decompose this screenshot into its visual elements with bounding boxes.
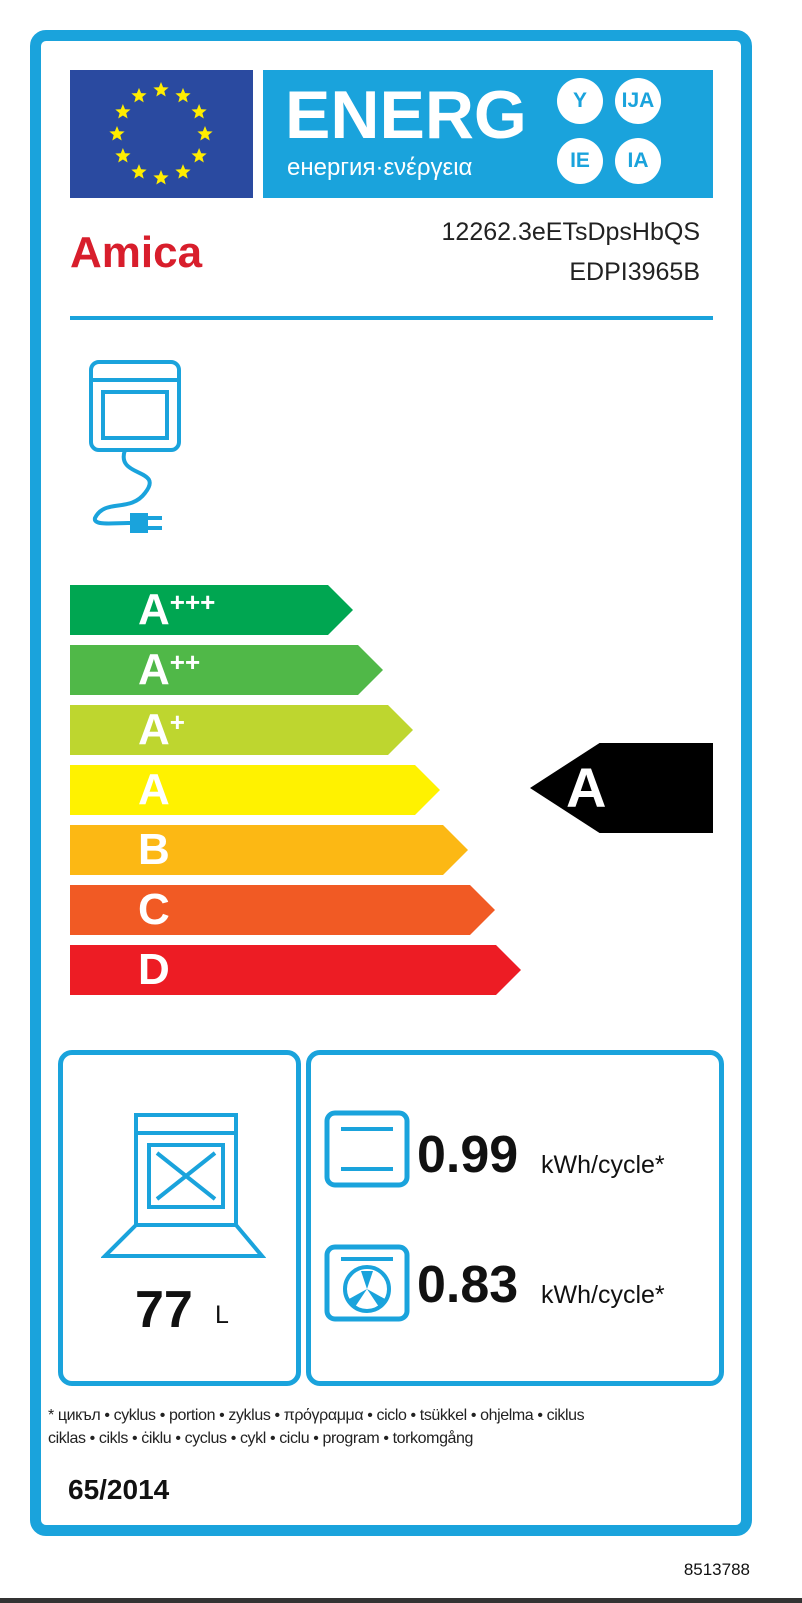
conventional-oven-icon — [324, 1110, 410, 1188]
volume-value: 77 — [135, 1281, 193, 1339]
oven-volume-icon — [101, 1113, 266, 1258]
star-icon — [197, 126, 213, 141]
footnote-line: ciklas • cikls • ċiklu • cyclus • cykl •… — [48, 1430, 474, 1447]
footnote-line: * цикъл • cyklus • portion • zyklus • πρ… — [48, 1407, 585, 1424]
star-icon — [115, 104, 131, 119]
efficiency-bar: A+ — [70, 705, 413, 755]
energy-subtitle: енергия·ενέργεια — [287, 154, 473, 181]
bar-label: A — [138, 705, 170, 754]
volume-box: 77 L — [58, 1050, 301, 1386]
fan-consumption-unit: kWh/cycle* — [541, 1281, 665, 1309]
bar-label: A — [138, 765, 170, 814]
star-icon — [175, 164, 191, 179]
star-icon — [153, 82, 169, 97]
bar-label: D — [138, 945, 170, 994]
fan-consumption-value: 0.83 — [417, 1256, 519, 1314]
conventional-consumption-unit: kWh/cycle* — [541, 1151, 665, 1179]
star-icon — [153, 170, 169, 185]
efficiency-bar: D — [70, 945, 521, 995]
star-icon — [109, 126, 125, 141]
bottom-border — [0, 1598, 802, 1603]
brand-logo: Amica — [70, 228, 203, 277]
label-number: 8513788 — [683, 1560, 750, 1579]
volume-unit: L — [215, 1301, 229, 1329]
star-icon — [131, 164, 147, 179]
suffix-ija: IJA — [615, 78, 661, 124]
model-id: EDPI3965B — [569, 258, 700, 286]
conventional-consumption-value: 0.99 — [417, 1126, 519, 1184]
efficiency-bar: B — [70, 825, 468, 875]
cycle-footnote: * цикъл • cyklus • portion • zyklus • πρ… — [48, 1404, 758, 1450]
bar-plus: + — [169, 707, 185, 737]
eu-stars-icon — [109, 82, 213, 185]
bar-label: C — [138, 885, 170, 934]
supplier-code: 12262.3eETsDpsHbQS — [441, 218, 700, 246]
energy-title: ENERG — [285, 77, 527, 153]
bar-plus: +++ — [169, 587, 216, 617]
electric-oven-icon — [89, 360, 181, 533]
eu-flag — [70, 70, 253, 198]
efficiency-bar: A+++ — [70, 585, 353, 635]
bar-label: A — [138, 645, 170, 694]
star-icon — [191, 148, 207, 163]
suffix-ia: IA — [615, 138, 661, 184]
bar-label: A — [138, 585, 170, 634]
label-frame — [30, 30, 752, 1536]
star-icon — [131, 87, 147, 103]
regulation-number: 65/2014 — [68, 1474, 170, 1505]
star-icon — [191, 104, 207, 119]
bar-label: B — [138, 825, 170, 874]
efficiency-bar: A++ — [70, 645, 383, 695]
fan-oven-icon — [324, 1244, 410, 1322]
consumption-box: 0.99 kWh/cycle* 0.83 kWh/cycle* — [306, 1050, 724, 1386]
star-icon — [115, 148, 131, 163]
bar-plus: ++ — [169, 647, 201, 677]
suffix-ie: IE — [557, 138, 603, 184]
efficiency-bar: C — [70, 885, 495, 935]
divider — [70, 316, 713, 320]
star-icon — [175, 87, 191, 103]
suffix-y: Y — [557, 78, 603, 124]
efficiency-bar: A — [70, 765, 440, 815]
energy-banner: ENERG енергия·ενέργεια Y IJA IE IA — [263, 70, 713, 198]
